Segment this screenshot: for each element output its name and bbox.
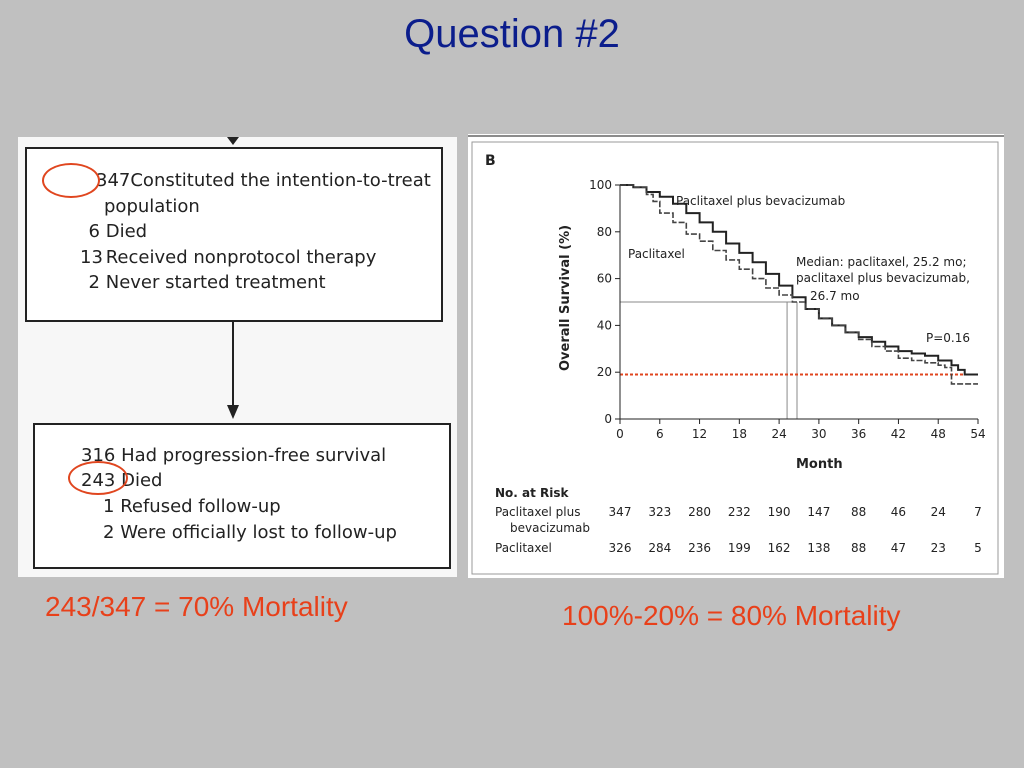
risk-value: 5: [974, 541, 982, 555]
never-started-text: Never started treatment: [105, 272, 326, 293]
risk-value: 280: [688, 505, 711, 519]
itt-text-cont: population: [104, 196, 200, 217]
refused-text: Refused follow-up: [120, 496, 281, 517]
y-tick-label: 80: [597, 225, 612, 239]
nonprotocol-count: 13: [80, 247, 103, 268]
median-annotation-line-1: Median: paclitaxel, 25.2 mo;: [796, 255, 966, 269]
top-arrow-head: [227, 137, 239, 145]
slide-title: Question #2: [404, 12, 620, 56]
y-axis-title: Overall Survival (%): [558, 225, 573, 371]
risk-value: 88: [851, 505, 866, 519]
y-tick-label: 40: [597, 318, 612, 332]
risk-value: 23: [931, 541, 946, 555]
risk-value: 46: [891, 505, 906, 519]
x-tick-label: 54: [970, 427, 985, 441]
risk-value: 232: [728, 505, 751, 519]
itt-line-1: 347Constituted the intention-to-treat: [96, 170, 431, 191]
risk-value: 326: [609, 541, 632, 555]
itt-line-5: 2 Never started treatment: [80, 272, 326, 293]
outcome-line-4: 2 Were officially lost to follow-up: [103, 522, 397, 543]
risk-value: 323: [648, 505, 671, 519]
risk-value: 190: [768, 505, 791, 519]
risk-value: 162: [768, 541, 791, 555]
nonprotocol-text: Received nonprotocol therapy: [105, 247, 377, 268]
risk-row-label-combo: Paclitaxel plus: [495, 505, 580, 519]
x-tick-label: 0: [616, 427, 624, 441]
y-tick-label: 20: [597, 365, 612, 379]
lost-text: Were officially lost to follow-up: [120, 522, 397, 543]
outcome-line-1: 316 Had progression-free survival: [81, 445, 386, 466]
y-tick-label: 60: [597, 272, 612, 286]
risk-value: 24: [931, 505, 946, 519]
risk-row-label-paclitaxel: Paclitaxel: [495, 541, 552, 555]
died-text: Died: [105, 221, 148, 242]
never-started-count: 2: [88, 272, 100, 293]
median-annotation-line-2: paclitaxel plus bevacizumab,: [796, 271, 970, 285]
x-tick-label: 36: [851, 427, 866, 441]
flowchart-panel: 347Constituted the intention-to-treat po…: [18, 137, 457, 577]
caption-left-mortality: 243/347 = 70% Mortality: [45, 591, 348, 622]
risk-value: 138: [807, 541, 830, 555]
risk-row-label-combo-cont: bevacizumab: [510, 521, 590, 535]
y-tick-label: 100: [589, 178, 612, 192]
pfs-count: 316: [81, 445, 116, 466]
risk-value: 88: [851, 541, 866, 555]
outcome-line-3: 1 Refused follow-up: [103, 496, 281, 517]
itt-line-3: 6 Died: [80, 221, 148, 242]
y-tick-label: 0: [604, 412, 612, 426]
highlight-oval-347: [42, 163, 100, 198]
x-tick-label: 30: [811, 427, 826, 441]
risk-value: 7: [974, 505, 982, 519]
risk-value: 236: [688, 541, 711, 555]
refused-count: 1: [103, 496, 115, 517]
itt-count: 347: [96, 170, 131, 191]
x-tick-label: 12: [692, 427, 707, 441]
risk-value: 147: [807, 505, 830, 519]
km-chart-panel: B 0 6 12 18 24 30 36 42 48 54 0 20 40 60 80 100 Paclita…: [468, 134, 1004, 578]
median-annotation-line-3: 26.7 mo: [810, 289, 860, 303]
p-value: P=0.16: [926, 331, 970, 345]
panel-label: B: [485, 153, 496, 169]
connector-arrow-line: [232, 322, 234, 407]
itt-text: Constituted the intention-to-treat: [130, 170, 431, 191]
caption-right-mortality: 100%-20% = 80% Mortality: [562, 600, 901, 631]
series-label-combo: Paclitaxel plus bevacizumab: [676, 194, 845, 208]
highlight-oval-243: [68, 461, 128, 495]
connector-arrow-head: [227, 405, 239, 419]
itt-line-2: population: [104, 196, 200, 217]
x-tick-label: 24: [771, 427, 786, 441]
survival-curve-paclitaxel: [620, 184, 978, 385]
x-tick-label: 18: [732, 427, 747, 441]
panel-frame: [471, 141, 999, 575]
risk-value: 347: [609, 505, 632, 519]
died-count: 6: [88, 221, 100, 242]
pfs-text: Had progression-free survival: [121, 445, 387, 466]
outcome-box: [33, 423, 451, 569]
risk-value: 47: [891, 541, 906, 555]
deaths-text: Died: [121, 470, 163, 491]
risk-value: 284: [648, 541, 671, 555]
risk-table-header: No. at Risk: [495, 486, 570, 500]
x-tick-label: 48: [931, 427, 946, 441]
survival-curve-combo: [620, 184, 978, 376]
risk-value: 199: [728, 541, 751, 555]
itt-line-4: 13 Received nonprotocol therapy: [80, 247, 376, 268]
km-chart: B 0 6 12 18 24 30 36 42 48 54 0 20 40 60 80 100 Paclita…: [468, 135, 1004, 575]
x-tick-label: 42: [891, 427, 906, 441]
x-tick-label: 6: [656, 427, 664, 441]
series-label-paclitaxel: Paclitaxel: [628, 247, 685, 261]
x-axis-title: Month: [796, 457, 843, 472]
lost-count: 2: [103, 522, 115, 543]
